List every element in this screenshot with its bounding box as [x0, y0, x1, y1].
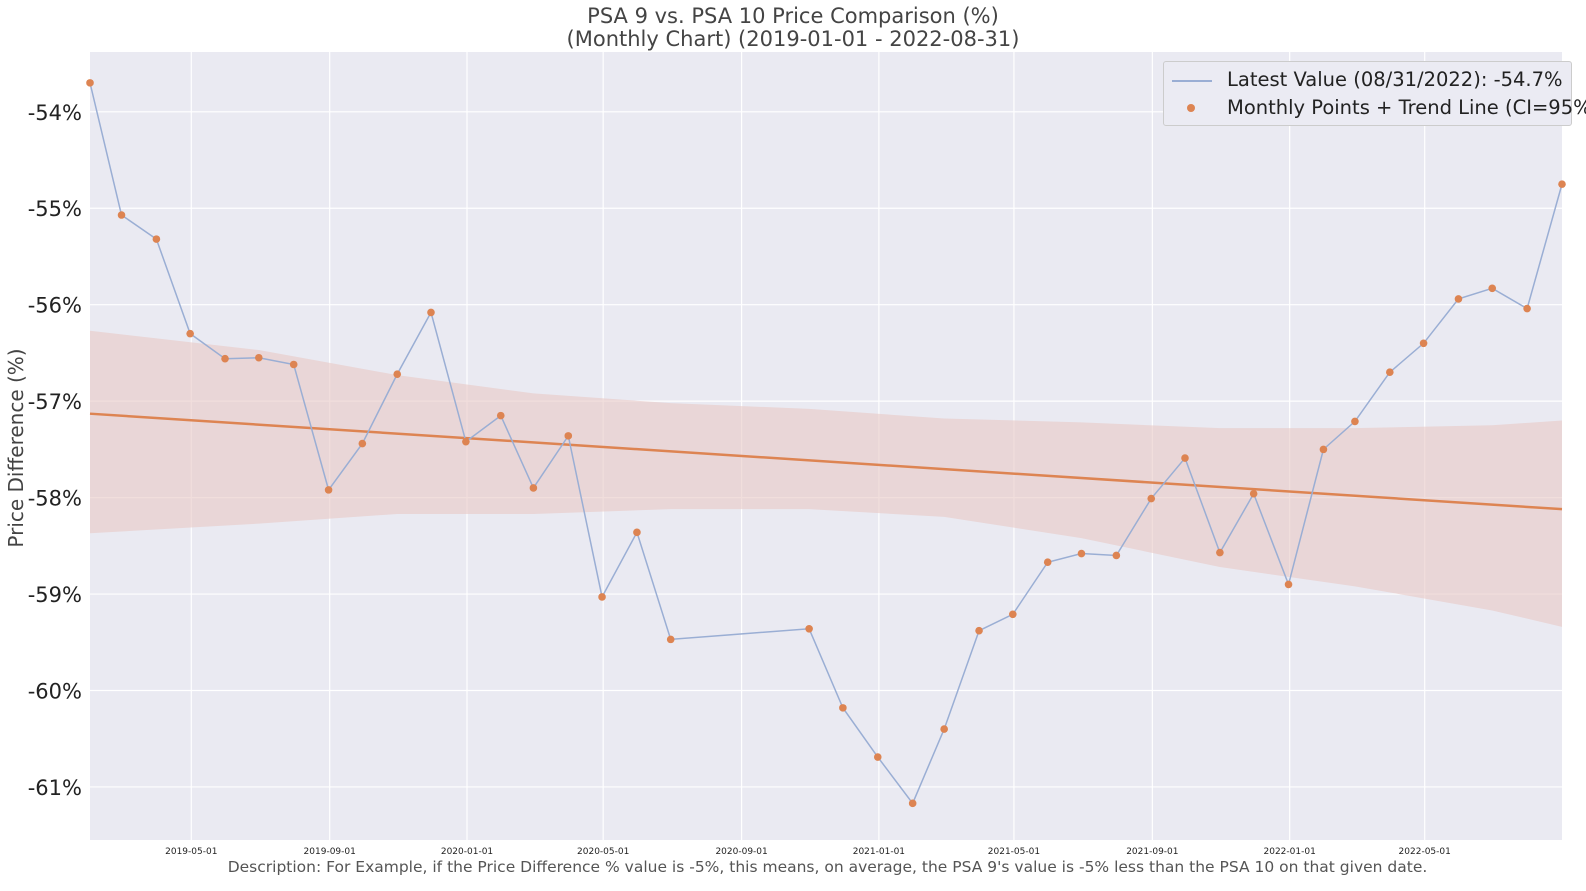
x-tick-label: 2022-01-01: [1264, 847, 1316, 857]
x-tick-label: 2021-01-01: [853, 847, 905, 857]
monthly-point: [117, 211, 126, 219]
monthly-point: [1488, 284, 1497, 293]
y-tick-label: -61%: [28, 776, 82, 800]
monthly-point: [805, 624, 813, 633]
legend-item-points: Monthly Points + Trend Line (CI=95%): [1164, 94, 1586, 122]
monthly-point: [1558, 180, 1566, 188]
monthly-point: [1249, 489, 1258, 498]
monthly-point: [1419, 339, 1428, 348]
monthly-point: [564, 432, 573, 440]
y-tick-label: -58%: [28, 487, 82, 511]
legend-line-swatch: [1172, 80, 1212, 82]
monthly-point: [221, 354, 229, 363]
x-tick-label: 2020-05-01: [577, 847, 629, 857]
monthly-point: [1523, 304, 1531, 313]
monthly-point: [186, 329, 194, 338]
monthly-point: [152, 235, 161, 243]
monthly-point: [86, 79, 94, 87]
monthly-point: [255, 353, 263, 362]
monthly-point: [1351, 417, 1359, 426]
monthly-point: [1077, 549, 1086, 558]
monthly-point: [529, 484, 538, 492]
monthly-point: [1009, 610, 1017, 619]
legend-label-line: Latest Value (08/31/2022): -54.7%: [1227, 68, 1563, 91]
legend-dot-swatch: [1187, 104, 1195, 112]
monthly-point: [324, 486, 333, 494]
monthly-point: [427, 308, 435, 317]
y-tick-label: -59%: [28, 583, 82, 607]
monthly-point: [666, 635, 675, 644]
monthly-point: [975, 626, 983, 635]
monthly-point: [393, 370, 402, 378]
y-tick-label: -57%: [28, 390, 82, 414]
monthly-point: [633, 528, 641, 537]
monthly-point: [873, 753, 882, 761]
trend-line: [89, 412, 1563, 511]
x-tick-label: 2020-09-01: [715, 847, 767, 857]
monthly-point: [462, 437, 470, 446]
monthly-point: [1112, 551, 1121, 560]
x-tick-label: 2021-09-01: [1126, 847, 1178, 857]
x-tick-label: 2020-01-01: [441, 847, 493, 857]
x-axis-ticks: 2019-05-01 2019-09-01 2020-01-01 2020-05-01…: [165, 847, 1451, 857]
legend-item-line: Latest Value (08/31/2022): -54.7%: [1164, 66, 1571, 94]
monthly-point: [1454, 295, 1463, 303]
y-axis-label: Price Difference (%): [4, 348, 28, 548]
monthly-point: [1181, 454, 1189, 462]
monthly-point: [1147, 494, 1156, 503]
trend-line-segment: [89, 412, 1563, 511]
legend-label-points: Monthly Points + Trend Line (CI=95%): [1227, 96, 1586, 119]
chart-title-line1: PSA 9 vs. PSA 10 Price Comparison (%): [587, 4, 999, 28]
monthly-point: [289, 360, 298, 369]
y-tick-label: -55%: [28, 197, 82, 221]
chart-title-line2: (Monthly Chart) (2019-01-01 - 2022-08-31…: [566, 27, 1020, 51]
monthly-point: [1284, 580, 1293, 589]
monthly-point: [1216, 548, 1224, 557]
monthly-point: [908, 799, 917, 808]
ci-band-area: [90, 330, 1562, 627]
x-tick-label: 2021-05-01: [988, 847, 1040, 857]
x-tick-label: 2022-05-01: [1399, 847, 1451, 857]
monthly-point: [598, 593, 606, 601]
monthly-point: [496, 411, 505, 420]
monthly-point: [1319, 445, 1328, 454]
monthly-point: [839, 704, 847, 712]
y-tick-label: -54%: [28, 101, 82, 125]
x-tick-label: 2019-09-01: [304, 847, 356, 857]
monthly-point: [1043, 558, 1052, 567]
y-tick-label: -60%: [28, 680, 82, 704]
x-tick-label: 2019-05-01: [165, 847, 217, 857]
confidence-band: [90, 330, 1562, 627]
monthly-point: [940, 725, 948, 733]
chart-description: Description: For Example, if the Price D…: [227, 858, 1428, 876]
y-axis-ticks: -54% -55% -56% -57% -58% -59% -60% -61%: [28, 101, 82, 800]
monthly-points: [86, 79, 1566, 808]
monthly-point: [1386, 368, 1394, 377]
y-tick-label: -56%: [28, 294, 82, 318]
legend: Latest Value (08/31/2022): -54.7% Monthl…: [1163, 61, 1586, 126]
monthly-point: [358, 439, 367, 448]
